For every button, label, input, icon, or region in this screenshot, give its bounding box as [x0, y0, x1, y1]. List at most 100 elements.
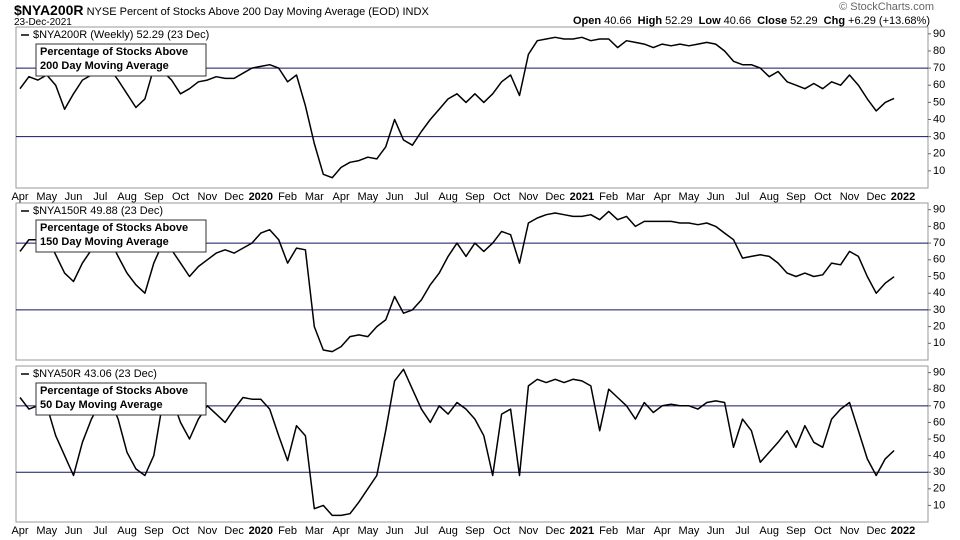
x-tick-label: Feb	[599, 191, 618, 203]
y-tick-label: 30	[933, 131, 945, 143]
x-tick-label: Oct	[493, 525, 510, 537]
x-tick-label: Jul	[735, 191, 749, 203]
x-tick-label: Aug	[117, 191, 137, 203]
y-tick-label: 40	[933, 287, 945, 299]
description: NYSE Percent of Stocks Above 200 Day Mov…	[86, 6, 400, 18]
y-tick-label: 60	[933, 79, 945, 91]
legend-label: $NYA50R 43.06 (23 Dec)	[33, 368, 157, 380]
x-tick-label: Dec	[545, 525, 565, 537]
x-tick-label: Apr	[333, 191, 350, 203]
x-tick-label: Jun	[65, 525, 83, 537]
panel-frame	[15, 202, 929, 361]
x-tick-label: May	[36, 525, 57, 537]
y-tick-label: 70	[933, 237, 945, 249]
x-tick-label: May	[357, 191, 378, 203]
x-tick-label: Jun	[65, 191, 83, 203]
x-tick-label: Aug	[117, 525, 137, 537]
quote: Open 40.66 High 52.29 Low 40.66 Close 52.29 Chg +…	[567, 15, 930, 27]
exchange: INDX	[402, 6, 429, 18]
y-tick-label: 20	[933, 148, 945, 160]
x-tick-label: Oct	[814, 191, 831, 203]
x-tick-label: 2022	[891, 525, 915, 537]
y-tick-label: 60	[933, 416, 945, 428]
x-tick-label: 2022	[891, 191, 915, 203]
symbol: $NYA200R	[14, 2, 84, 18]
x-tick-label: Jul	[735, 525, 749, 537]
y-tick-label: 20	[933, 483, 945, 495]
x-tick-label: Oct	[172, 525, 189, 537]
x-tick-label: Nov	[840, 525, 860, 537]
x-tick-label: May	[679, 191, 700, 203]
x-tick-label: Dec	[545, 191, 565, 203]
x-tick-label: Oct	[814, 525, 831, 537]
x-tick-label: Sep	[786, 525, 806, 537]
x-tick-label: Nov	[198, 191, 218, 203]
y-tick-label: 80	[933, 45, 945, 57]
x-tick-label: Feb	[278, 191, 297, 203]
date: 23-Dec-2021	[14, 17, 72, 28]
annotation-text: 200 Day Moving Average	[40, 60, 169, 72]
annotation-box	[35, 382, 207, 416]
x-tick-label: Apr	[11, 525, 28, 537]
x-tick-label: Mar	[626, 191, 645, 203]
annotation-text: Percentage of Stocks Above	[40, 222, 188, 234]
x-tick-label: Apr	[654, 191, 671, 203]
y-tick-label: 30	[933, 466, 945, 478]
annotation-text: 150 Day Moving Average	[40, 236, 169, 248]
y-tick-label: 40	[933, 113, 945, 125]
y-tick-label: 90	[933, 204, 945, 216]
x-tick-label: Apr	[654, 525, 671, 537]
x-tick-label: Nov	[519, 191, 539, 203]
y-tick-label: 50	[933, 433, 945, 445]
x-tick-label: Nov	[519, 525, 539, 537]
x-tick-label: Oct	[493, 191, 510, 203]
x-tick-label: Aug	[438, 191, 458, 203]
x-tick-label: Sep	[786, 191, 806, 203]
x-tick-label: May	[357, 525, 378, 537]
y-tick-label: 90	[933, 367, 945, 379]
legend-label: $NYA200R (Weekly) 52.29 (23 Dec)	[33, 29, 209, 41]
quote-label: Low	[698, 15, 721, 27]
y-tick-label: 10	[933, 165, 945, 177]
copyright: © StockCharts.com	[839, 1, 934, 13]
x-tick-label: 2020	[249, 191, 273, 203]
quote-label: Chg	[823, 15, 846, 27]
x-tick-label: Apr	[11, 191, 28, 203]
quote-value: +6.29 (+13.68%)	[848, 15, 930, 27]
x-tick-label: Aug	[759, 191, 779, 203]
y-tick-label: 70	[933, 62, 945, 74]
panel-frame	[15, 365, 929, 523]
x-tick-label: Feb	[278, 525, 297, 537]
annotation-text: Percentage of Stocks Above	[40, 46, 188, 58]
x-tick-label: Sep	[465, 191, 485, 203]
x-tick-label: Dec	[866, 525, 886, 537]
y-tick-label: 50	[933, 270, 945, 282]
x-tick-label: Dec	[224, 525, 244, 537]
y-tick-label: 80	[933, 383, 945, 395]
y-tick-label: 80	[933, 220, 945, 232]
y-tick-label: 60	[933, 254, 945, 266]
y-tick-label: 30	[933, 304, 945, 316]
quote-label: Open	[572, 15, 602, 27]
x-tick-label: Nov	[840, 191, 860, 203]
x-tick-label: Jul	[93, 525, 107, 537]
x-tick-label: Nov	[198, 525, 218, 537]
x-tick-label: Jun	[386, 525, 404, 537]
panel-frame	[15, 26, 929, 189]
x-tick-label: Sep	[144, 191, 164, 203]
quote-value: 52.29	[790, 15, 818, 27]
x-tick-label: Jun	[707, 191, 725, 203]
x-tick-label: Mar	[626, 525, 645, 537]
x-tick-label: Dec	[224, 191, 244, 203]
quote-value: 40.66	[604, 15, 632, 27]
x-tick-label: Apr	[333, 525, 350, 537]
annotation-box	[35, 219, 207, 253]
quote-value: 52.29	[665, 15, 693, 27]
quote-label: Close	[757, 15, 788, 27]
y-tick-label: 20	[933, 321, 945, 333]
y-tick-label: 40	[933, 450, 945, 462]
x-tick-label: Oct	[172, 191, 189, 203]
header-title: $NYA200R NYSE Percent of Stocks Above 20…	[14, 2, 429, 18]
quote-label: High	[637, 15, 663, 27]
